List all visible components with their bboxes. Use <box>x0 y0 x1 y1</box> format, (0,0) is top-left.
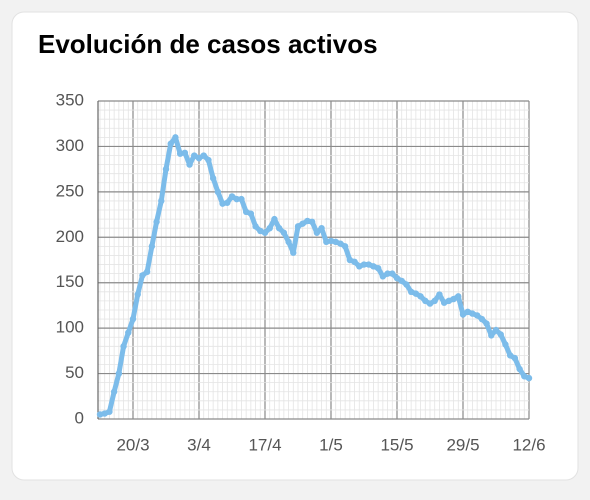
point <box>186 161 193 168</box>
point <box>422 297 429 305</box>
point <box>134 291 141 298</box>
point <box>384 270 391 277</box>
point <box>285 238 292 246</box>
point <box>271 215 278 223</box>
point <box>299 220 306 227</box>
y-tick-label: 250 <box>56 181 84 200</box>
point <box>139 272 146 279</box>
point <box>398 277 405 285</box>
point <box>473 312 481 319</box>
point <box>162 165 170 173</box>
point <box>195 155 203 162</box>
y-tick-label: 350 <box>56 90 84 109</box>
chart-title: Evolución de casos activos <box>38 29 378 59</box>
point <box>313 229 321 236</box>
point <box>214 188 222 196</box>
point <box>412 290 420 297</box>
x-tick-label: 29/5 <box>446 435 479 454</box>
point <box>143 268 151 276</box>
point <box>120 343 127 350</box>
point <box>426 300 434 307</box>
x-tick-label: 3/4 <box>187 435 211 454</box>
point <box>431 297 438 305</box>
point <box>459 311 467 318</box>
point <box>511 354 519 362</box>
point <box>261 229 269 236</box>
y-tick-label: 200 <box>56 227 84 246</box>
point <box>247 210 255 217</box>
point <box>266 225 273 232</box>
point <box>115 370 123 377</box>
x-tick-label: 20/3 <box>116 435 149 454</box>
point <box>436 291 443 298</box>
point <box>450 295 457 303</box>
y-tick-label: 50 <box>65 363 84 382</box>
point <box>341 243 349 250</box>
point <box>525 374 533 382</box>
point <box>389 270 396 277</box>
point <box>516 365 523 373</box>
point <box>209 175 217 182</box>
point <box>455 293 462 300</box>
point <box>492 326 500 334</box>
x-tick-label: 15/5 <box>380 435 413 454</box>
point <box>125 329 132 336</box>
point <box>233 195 240 203</box>
point <box>148 243 156 250</box>
point <box>502 341 509 348</box>
point <box>393 274 401 282</box>
point <box>172 134 179 141</box>
point <box>417 293 424 300</box>
point <box>153 218 160 226</box>
point <box>294 223 302 230</box>
point <box>252 223 259 230</box>
point <box>280 229 288 236</box>
point <box>290 249 297 256</box>
y-tick-label: 300 <box>56 136 84 155</box>
x-tick-label: 12/6 <box>512 435 545 454</box>
y-tick-label: 0 <box>75 408 84 427</box>
point <box>191 152 198 159</box>
point <box>497 331 504 338</box>
point <box>403 281 410 288</box>
point <box>106 408 113 415</box>
point <box>158 197 165 205</box>
point <box>308 218 316 226</box>
point <box>200 152 207 159</box>
point <box>337 240 344 247</box>
point <box>379 273 387 280</box>
point <box>275 225 283 232</box>
point <box>351 258 358 266</box>
point <box>506 352 514 359</box>
y-tick-label: 100 <box>56 318 84 337</box>
point <box>488 332 495 339</box>
point <box>478 315 486 323</box>
point <box>224 199 231 206</box>
point <box>318 225 325 232</box>
point <box>205 156 212 164</box>
point <box>238 195 245 203</box>
point <box>167 140 174 147</box>
point <box>360 261 368 268</box>
point <box>374 264 382 272</box>
y-tick-label: 150 <box>56 272 84 291</box>
point <box>228 193 236 200</box>
x-tick-label: 1/5 <box>319 435 343 454</box>
point <box>483 320 490 327</box>
point <box>110 388 118 395</box>
point <box>181 149 189 156</box>
x-tick-label: 17/4 <box>248 435 281 454</box>
point <box>129 315 137 323</box>
